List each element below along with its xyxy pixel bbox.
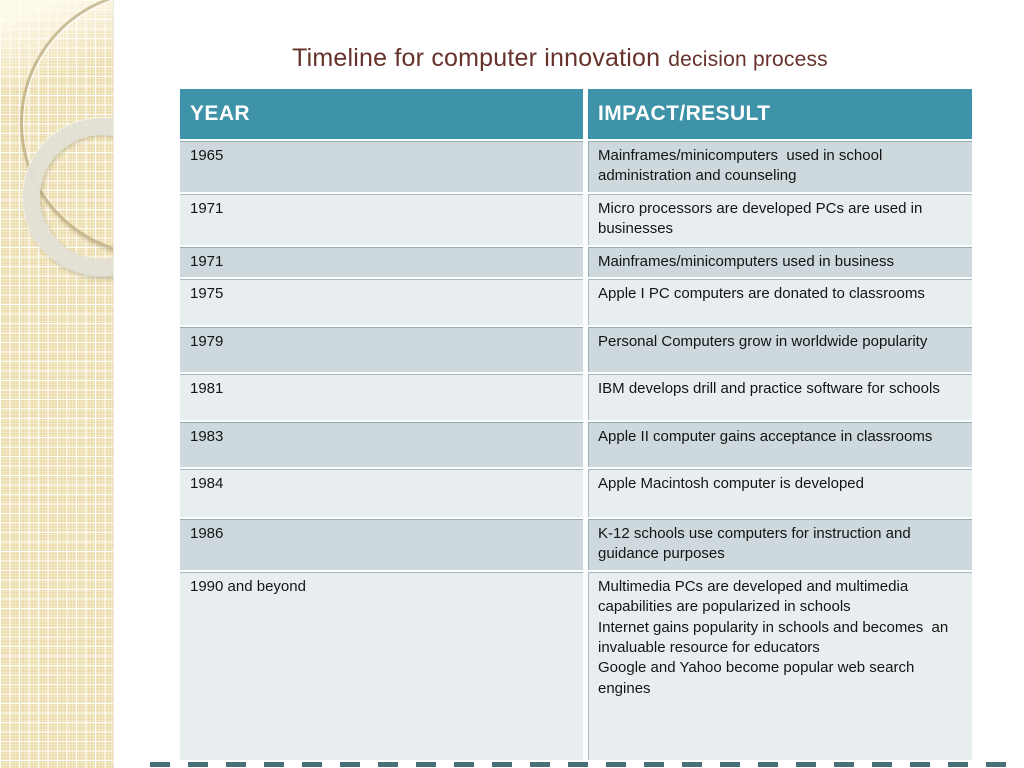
- year-cell: 1979: [180, 324, 583, 372]
- year-cell: 1981: [180, 371, 583, 420]
- year-cell: 1971: [180, 244, 583, 277]
- table-row: 1971 Mainframes/minicomputers used in bu…: [180, 244, 972, 277]
- timeline-table: YEAR IMPACT/RESULT 1965 Mainframes/minic…: [180, 89, 972, 760]
- year-cell: 1983: [180, 419, 583, 467]
- table-row: 1965 Mainframes/minicomputers used in sc…: [180, 139, 972, 192]
- slide-title-sub: decision process: [668, 48, 828, 71]
- table-row: 1990 and beyond Multimedia PCs are devel…: [180, 569, 972, 760]
- table-header-row: YEAR IMPACT/RESULT: [180, 89, 972, 139]
- impact-cell: IBM develops drill and practice software…: [583, 371, 972, 420]
- impact-cell: Micro processors are developed PCs are u…: [583, 191, 972, 245]
- impact-cell: Apple II computer gains acceptance in cl…: [583, 419, 972, 467]
- table-row: 1984 Apple Macintosh computer is develop…: [180, 466, 972, 517]
- year-cell: 1990 and beyond: [180, 569, 583, 760]
- column-header-year: YEAR: [180, 89, 583, 139]
- impact-cell: Personal Computers grow in worldwide pop…: [583, 324, 972, 372]
- impact-cell: Mainframes/minicomputers used in busines…: [583, 244, 972, 277]
- year-cell: 1975: [180, 276, 583, 325]
- table-row: 1975 Apple I PC computers are donated to…: [180, 276, 972, 325]
- column-header-impact: IMPACT/RESULT: [583, 89, 972, 139]
- table-row: 1983 Apple II computer gains acceptance …: [180, 419, 972, 467]
- slide-title: Timeline for computer innovation decision…: [164, 44, 956, 73]
- table-row: 1986 K-12 schools use computers for inst…: [180, 516, 972, 570]
- impact-cell: Mainframes/minicomputers used in school …: [583, 139, 972, 192]
- impact-cell: Apple Macintosh computer is developed: [583, 466, 972, 517]
- impact-cell: K-12 schools use computers for instructi…: [583, 516, 972, 570]
- sidebar-decoration: [0, 0, 114, 768]
- year-cell: 1965: [180, 139, 583, 192]
- year-cell: 1986: [180, 516, 583, 570]
- table-row: 1971 Micro processors are developed PCs …: [180, 191, 972, 245]
- table-row: 1979 Personal Computers grow in worldwid…: [180, 324, 972, 372]
- year-cell: 1984: [180, 466, 583, 517]
- slide-title-main: Timeline for computer innovation: [292, 44, 661, 72]
- year-cell: 1971: [180, 191, 583, 245]
- bottom-dashed-divider: [150, 762, 1016, 767]
- impact-cell: Apple I PC computers are donated to clas…: [583, 276, 972, 325]
- impact-cell: Multimedia PCs are developed and multime…: [583, 569, 972, 760]
- table-row: 1981 IBM develops drill and practice sof…: [180, 371, 972, 420]
